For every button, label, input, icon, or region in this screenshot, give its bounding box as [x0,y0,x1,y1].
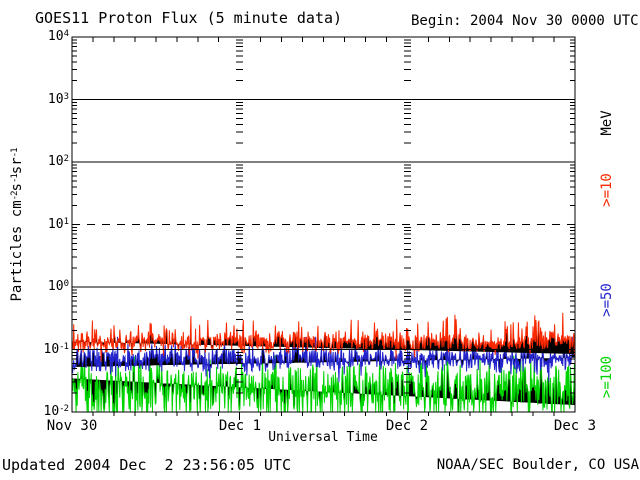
x-tick-nov30: Nov 30 [46,418,98,434]
y-tick-1e3: 103 [47,92,69,107]
x-tick-dec2: Dec 2 [385,418,429,434]
right-axis-unit-label: MeV [598,110,615,136]
source-attribution: NOAA/SEC Boulder, CO USA [436,457,639,473]
y-tick-1e-1: 10-1 [43,342,69,357]
y-tick-1e1: 101 [47,217,69,232]
y-tick-1e4: 104 [47,29,69,44]
y-axis-label: Particles cm-2s-1sr-1 [8,148,25,302]
y-tick-1e2: 102 [47,154,69,169]
x-tick-dec1: Dec 1 [218,418,262,434]
x-axis-label: Universal Time [268,430,378,445]
y-tick-1e0: 100 [47,279,69,294]
legend-ge100-mev: >=100 [598,355,615,399]
legend-ge50-mev: >=50 [598,283,615,317]
legend-ge10-mev: >=10 [598,173,615,207]
x-tick-dec3: Dec 3 [553,418,597,434]
y-tick-1e-2: 10-2 [43,404,69,419]
chart-title: GOES11 Proton Flux (5 minute data) [35,9,343,27]
updated-timestamp: Updated 2004 Dec 2 23:56:05 UTC [2,456,291,474]
begin-timestamp: Begin: 2004 Nov 30 0000 UTC [411,13,639,29]
